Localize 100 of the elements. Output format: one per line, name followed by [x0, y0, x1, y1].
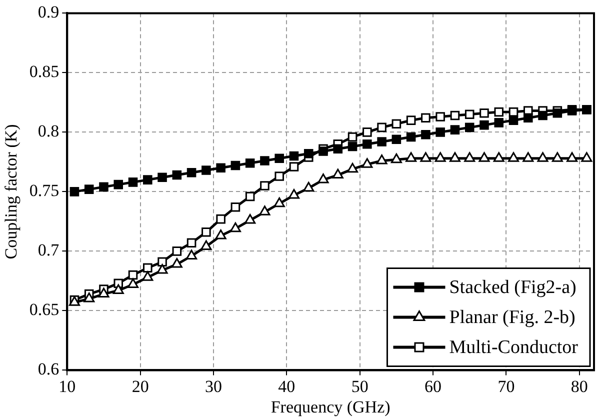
point [158, 257, 167, 267]
x-tick-label: 10 [58, 376, 76, 396]
point [303, 182, 314, 192]
point [420, 152, 432, 162]
point [318, 146, 328, 156]
y-tick-label: 0.7 [38, 240, 60, 260]
point [406, 116, 416, 125]
x-tick-label: 30 [204, 376, 222, 396]
point [289, 151, 299, 161]
point [304, 148, 314, 158]
point [450, 110, 460, 120]
point [230, 202, 240, 212]
x-tick-label: 50 [351, 376, 368, 396]
point [493, 152, 504, 162]
point [449, 152, 460, 162]
point [114, 180, 124, 190]
point [494, 107, 504, 117]
legend-label: Multi-Conductor [449, 337, 579, 358]
point [216, 214, 226, 224]
point [390, 153, 402, 164]
point [158, 172, 167, 182]
point [494, 118, 504, 128]
point [230, 222, 241, 232]
y-tick-label: 0.9 [38, 2, 60, 22]
point [406, 152, 417, 162]
point [274, 172, 284, 181]
y-tick-label: 0.85 [29, 62, 60, 82]
point [552, 108, 562, 118]
point [186, 238, 196, 248]
point [259, 206, 270, 216]
point [244, 214, 256, 224]
point [464, 110, 474, 119]
point [392, 134, 402, 144]
point [538, 110, 548, 120]
point [128, 270, 138, 280]
y-axis-title: Coupling factor (K) [2, 124, 21, 260]
x-tick-label: 40 [278, 376, 296, 396]
y-tick-label: 0.6 [38, 360, 60, 379]
point [480, 108, 489, 118]
x-tick-label: 70 [498, 376, 515, 396]
point [377, 137, 386, 146]
point [288, 189, 300, 199]
point [216, 163, 226, 173]
point [522, 152, 534, 162]
point [436, 112, 445, 122]
point [186, 168, 196, 178]
point [347, 162, 358, 173]
point [245, 158, 255, 168]
point [260, 181, 270, 190]
point [318, 174, 329, 184]
legend-label: Stacked (Fig2-a) [449, 277, 576, 298]
point [436, 128, 445, 137]
point [348, 132, 358, 142]
point [143, 175, 152, 184]
point [84, 292, 95, 302]
point [230, 160, 240, 170]
point [274, 197, 285, 208]
point [142, 271, 154, 281]
point [552, 152, 563, 162]
point [376, 154, 388, 164]
point [421, 113, 430, 123]
point [200, 240, 212, 250]
point [84, 184, 94, 194]
point [377, 122, 386, 132]
point [171, 258, 182, 268]
point [362, 128, 372, 137]
point [348, 142, 358, 152]
point [392, 119, 402, 129]
point [524, 113, 533, 123]
point [186, 250, 198, 260]
point [215, 229, 226, 240]
point [245, 192, 255, 202]
point [70, 187, 80, 196]
point [99, 182, 108, 192]
x-tick-label: 60 [424, 376, 442, 396]
point [332, 168, 344, 179]
point [478, 152, 490, 162]
point [172, 170, 182, 180]
point [112, 284, 124, 294]
point [98, 288, 110, 298]
point [202, 166, 211, 175]
point [362, 158, 373, 168]
point [127, 278, 139, 288]
point [362, 139, 372, 149]
point [566, 152, 578, 162]
point [274, 154, 284, 164]
point [156, 264, 168, 274]
point [202, 228, 211, 237]
point [480, 120, 489, 130]
point [434, 152, 446, 162]
point [172, 246, 182, 256]
point [128, 178, 138, 187]
point [333, 144, 343, 154]
point [537, 152, 548, 162]
x-tick-label: 20 [132, 376, 149, 396]
x-tick-label: 80 [570, 376, 588, 396]
point [143, 263, 152, 272]
point [260, 156, 270, 166]
point [464, 122, 474, 132]
x-axis-title: Frequency (GHz) [270, 397, 390, 416]
